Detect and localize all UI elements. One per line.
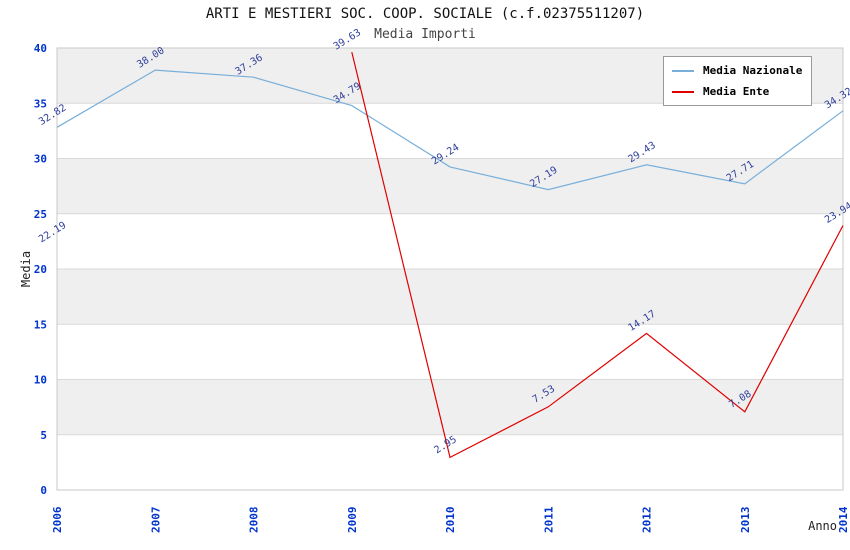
legend-label-media-ente: Media Ente xyxy=(703,85,770,98)
y-tick-label: 25 xyxy=(34,208,47,221)
y-axis-title: Media xyxy=(19,250,33,288)
x-tick-label: 2008 xyxy=(248,507,261,534)
gridlines xyxy=(57,102,843,436)
y-tick-label: 10 xyxy=(34,374,47,387)
x-tick-label: 2009 xyxy=(346,507,359,534)
y-axis-tick-labels: 0 5 10 15 20 25 30 35 40 xyxy=(34,42,47,497)
legend-line-sample-ente xyxy=(672,90,694,93)
chart-title: ARTI E MESTIERI SOC. COOP. SOCIALE (c.f.… xyxy=(205,6,645,22)
plot-border xyxy=(56,47,844,491)
x-tick-label: 2012 xyxy=(641,507,654,534)
series-line-media-ente xyxy=(351,51,844,459)
legend-label-media-nazionale: Media Nazionale xyxy=(703,64,803,77)
x-tick-label: 2010 xyxy=(444,507,457,534)
x-tick-label: 2007 xyxy=(149,507,162,534)
y-tick-label: 40 xyxy=(34,42,47,55)
series-line-media-nazionale xyxy=(56,69,844,191)
series-lines xyxy=(56,51,844,459)
legend: Media Nazionale Media Ente xyxy=(663,56,812,106)
legend-item-media-nazionale: Media Nazionale xyxy=(672,64,803,77)
y-tick-label: 30 xyxy=(34,153,47,166)
y-tick-label: 35 xyxy=(34,97,47,110)
x-axis-title: Anno xyxy=(808,519,837,533)
plot-bands xyxy=(57,48,843,490)
legend-item-media-ente: Media Ente xyxy=(672,85,803,98)
y-tick-label: 0 xyxy=(40,484,47,497)
y-tick-label: 20 xyxy=(34,263,47,276)
x-tick-label: 2014 xyxy=(837,506,850,533)
y-tick-label: 5 xyxy=(40,429,47,442)
x-tick-label: 2011 xyxy=(542,506,555,533)
x-tick-label: 2013 xyxy=(739,507,752,534)
chart-subtitle: Media Importi xyxy=(374,27,476,42)
y-tick-label: 15 xyxy=(34,318,47,331)
x-axis-tick-labels: 2006 2007 2008 2009 2010 2011 2012 2013 2014 xyxy=(51,506,850,533)
legend-line-sample-nazionale xyxy=(672,69,694,72)
x-tick-label: 2006 xyxy=(51,506,64,533)
